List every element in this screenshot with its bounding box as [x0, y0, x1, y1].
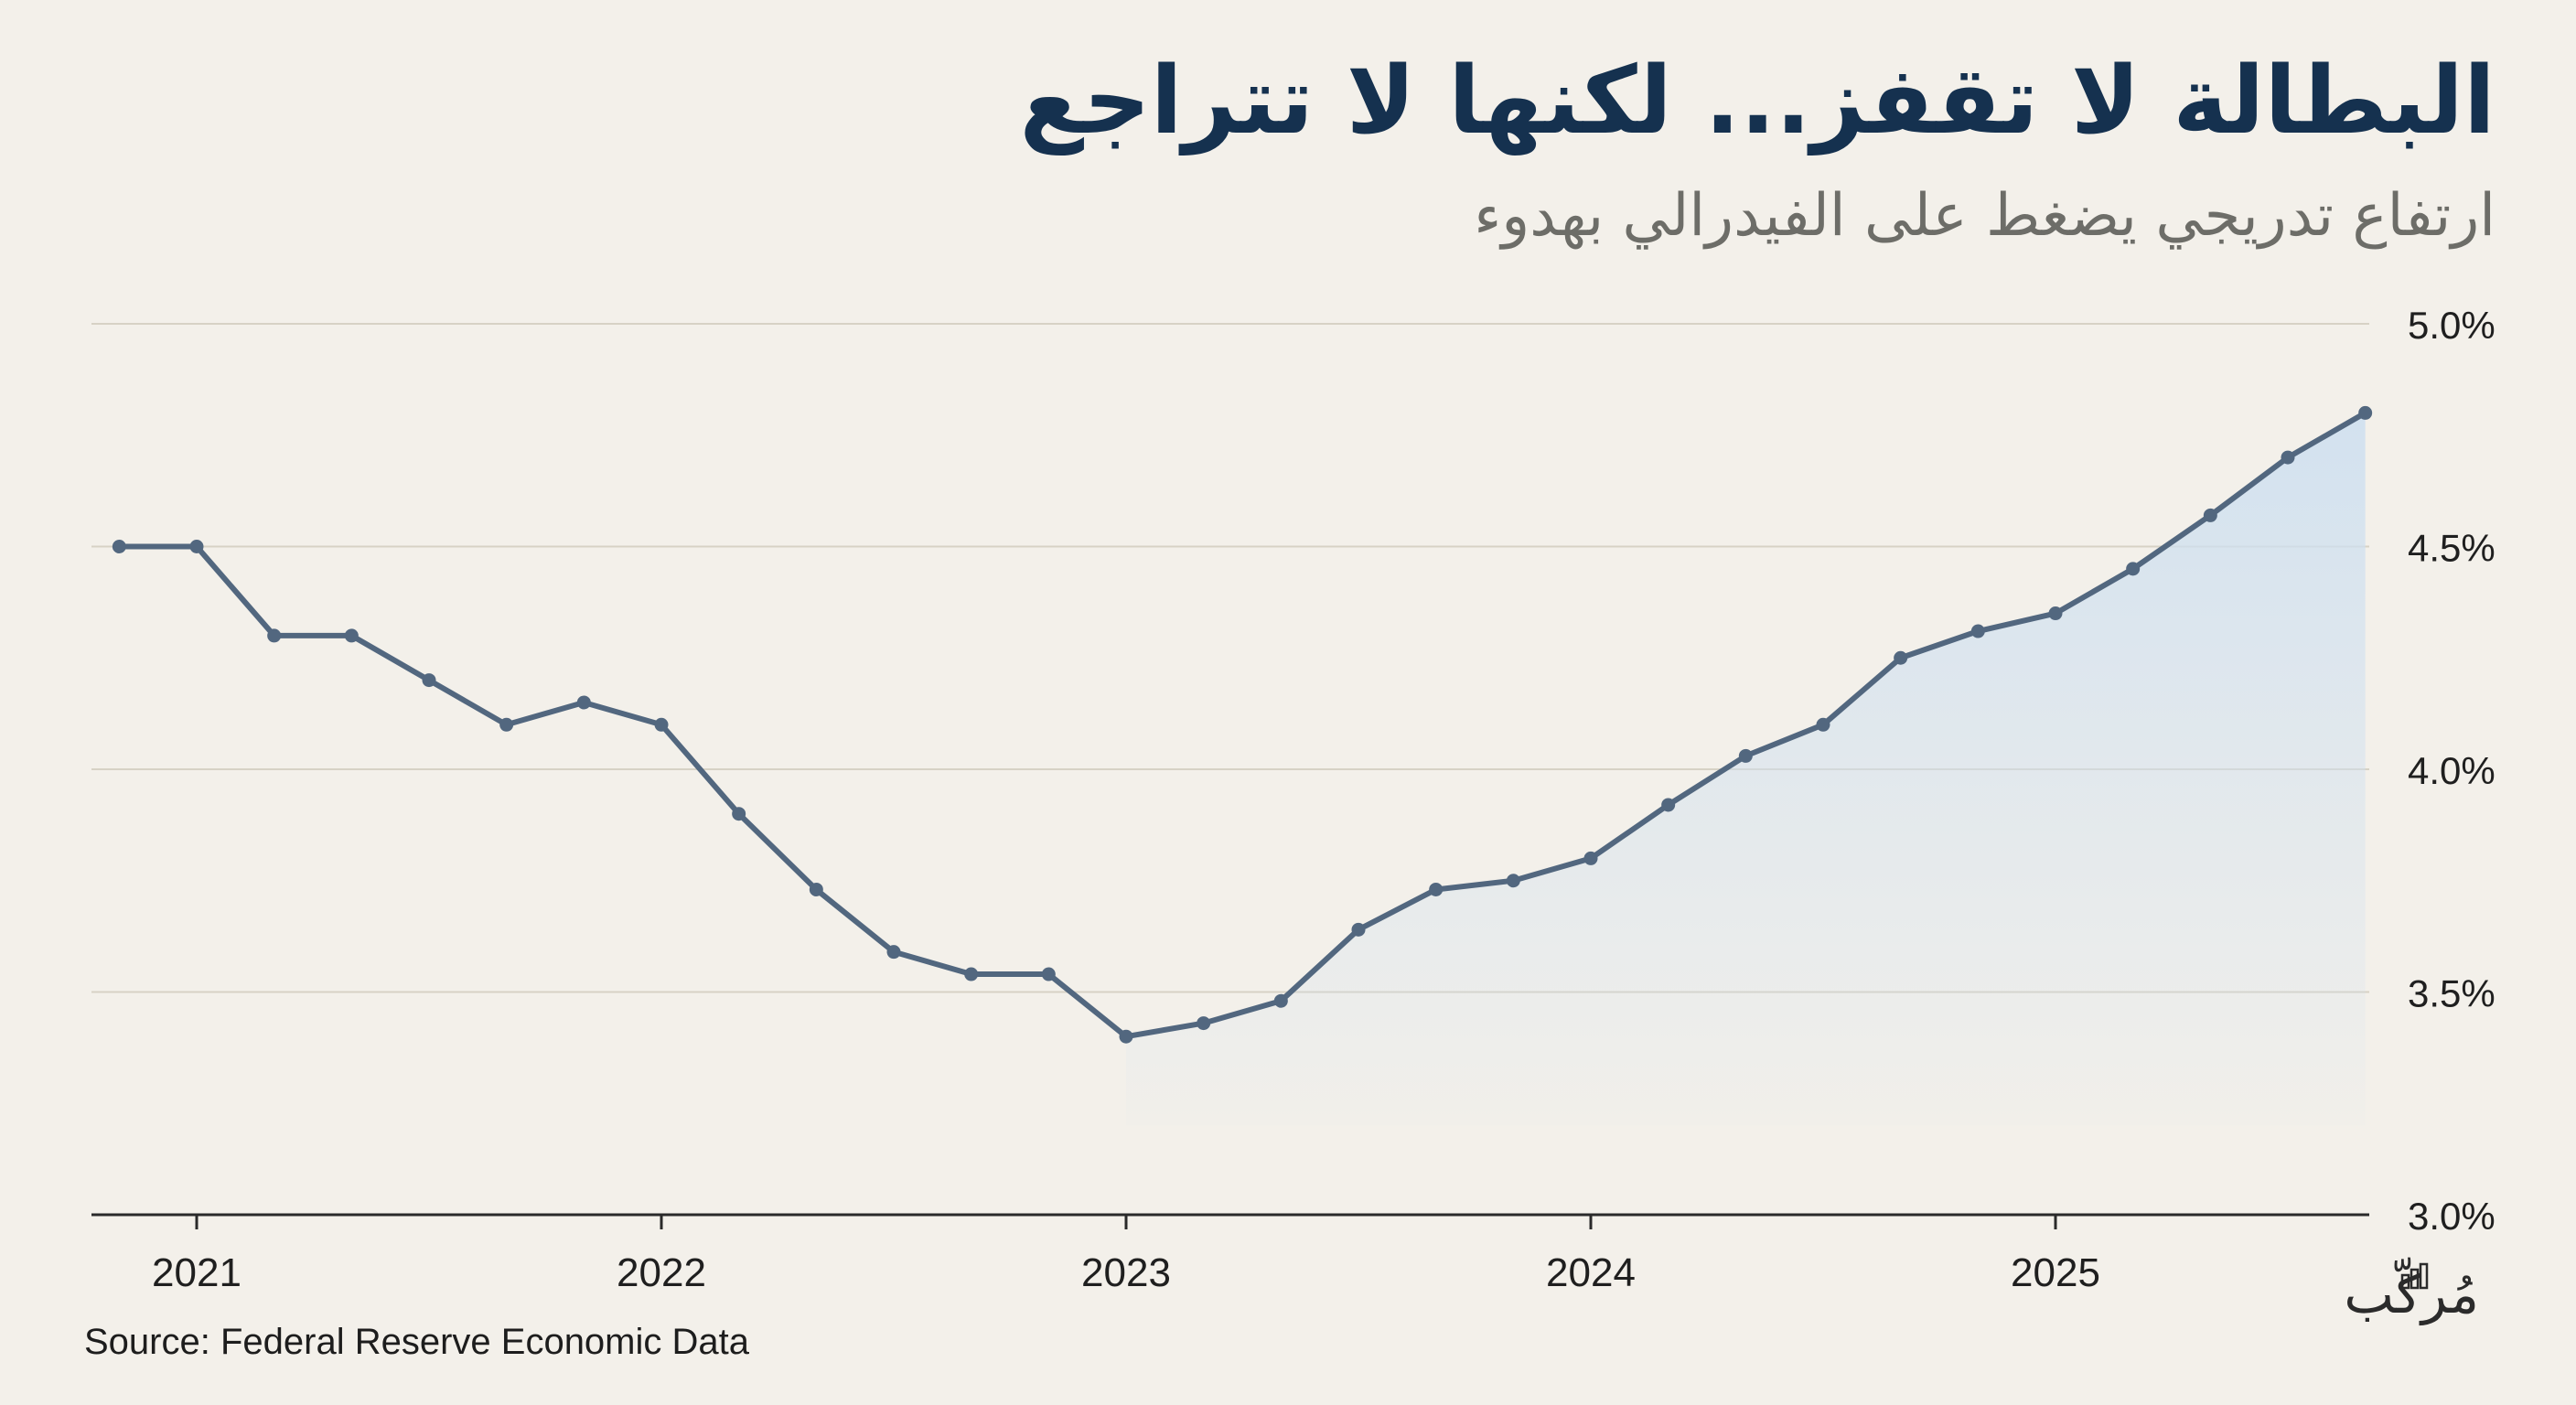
brand-logo-text: مُركّب: [2344, 1263, 2479, 1325]
data-point: [1661, 798, 1676, 812]
y-tick-label: 3.5%: [2408, 972, 2496, 1015]
data-point: [1970, 624, 1985, 638]
data-point: [2126, 562, 2141, 576]
data-point: [1119, 1029, 1133, 1044]
data-point: [654, 717, 669, 732]
data-point: [886, 945, 901, 960]
x-tick-label: 2024: [1546, 1250, 1636, 1295]
data-point: [112, 540, 126, 553]
data-point: [2281, 450, 2295, 465]
source-note: Source: Federal Reserve Economic Data: [84, 1322, 749, 1362]
data-point: [2048, 606, 2063, 621]
data-point: [189, 540, 204, 553]
data-point: [964, 967, 979, 981]
data-point: [576, 695, 591, 710]
brand-logo: مُركّب: [2344, 1260, 2479, 1352]
area-fill: [1126, 413, 2366, 1126]
data-point: [344, 628, 359, 643]
data-point: [1429, 882, 1444, 896]
data-point: [1894, 650, 1908, 665]
bar-chart-icon: [2400, 1262, 2429, 1290]
data-point: [1506, 874, 1520, 888]
chart-title: البطالة لا تقفز... لكنها لا تتراجع: [1019, 47, 2496, 156]
y-tick-label: 4.0%: [2408, 749, 2496, 792]
data-point: [2358, 405, 2373, 420]
data-point: [732, 807, 746, 821]
data-point: [1273, 993, 1288, 1008]
data-point: [1351, 922, 1366, 937]
y-tick-label: 4.5%: [2408, 527, 2496, 570]
series-line: [116, 410, 2368, 1040]
data-point: [499, 717, 514, 732]
data-point: [2203, 508, 2217, 522]
x-tick-label: 2022: [617, 1250, 706, 1295]
y-tick-label: 5.0%: [2408, 304, 2496, 347]
data-point: [422, 673, 436, 688]
x-tick-label: 2023: [1081, 1250, 1171, 1295]
data-point: [1738, 748, 1753, 763]
x-tick-label: 2021: [152, 1250, 242, 1295]
data-point: [809, 882, 823, 896]
chart-subtitle: ارتفاع تدريجي يضغط على الفيدرالي بهدوء: [1474, 182, 2496, 250]
data-point: [1041, 967, 1056, 981]
data-point: [267, 628, 282, 643]
data-point: [1583, 851, 1598, 865]
data-point: [1197, 1016, 1211, 1031]
data-point: [1816, 717, 1830, 732]
x-tick-label: 2025: [2011, 1250, 2100, 1295]
y-tick-label: 3.0%: [2408, 1195, 2496, 1238]
